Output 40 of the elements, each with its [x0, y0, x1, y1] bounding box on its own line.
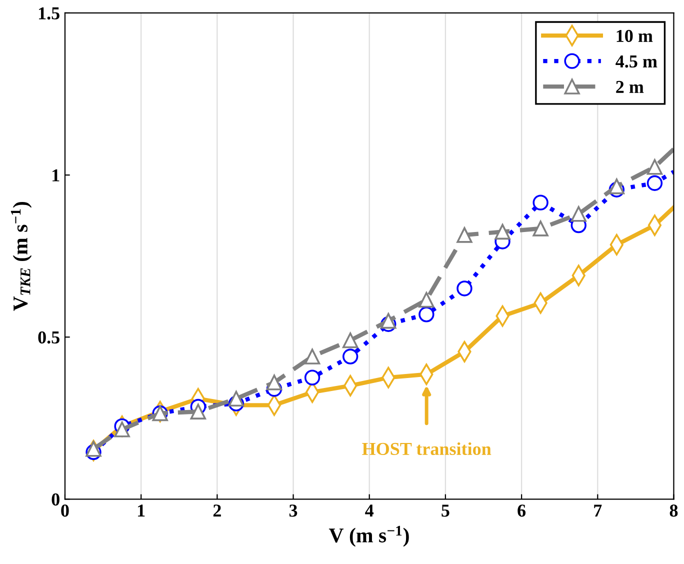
legend-label: 2 m	[616, 80, 644, 93]
point	[646, 159, 663, 175]
point	[418, 292, 434, 308]
x-tick-label: 7	[594, 504, 602, 517]
point	[86, 441, 102, 457]
point	[114, 422, 130, 438]
y-tick-label: 1.5	[38, 7, 60, 20]
x-tick-label: 8	[670, 504, 678, 517]
point	[456, 280, 472, 296]
point	[266, 374, 282, 390]
point	[380, 313, 396, 329]
point	[190, 404, 206, 420]
y-tick-label: 1	[52, 169, 60, 182]
point	[532, 194, 548, 210]
annotation: HOST transition	[362, 442, 492, 456]
y-axis-title: V$_{TKE}$ (m s$^{−1}$)	[10, 202, 32, 311]
point	[418, 306, 434, 322]
point	[342, 348, 358, 364]
x-axis-title: V (m s$^{−1}$)	[328, 526, 409, 547]
y-tick-label: 0	[52, 493, 60, 506]
x-tick-label: 0	[61, 504, 69, 517]
point	[494, 224, 510, 240]
x-tick-label: 6	[518, 504, 526, 517]
point	[304, 348, 320, 364]
y-tick-label: 0.5	[38, 331, 60, 344]
point	[532, 220, 548, 236]
x-tick-label: 2	[213, 504, 221, 517]
legend-label: 4.5 m	[616, 55, 658, 68]
x-tick-label: 3	[289, 504, 298, 517]
point	[646, 175, 663, 191]
point	[342, 332, 358, 348]
x-tick-label: 1	[138, 504, 145, 517]
point	[304, 370, 320, 386]
point	[456, 227, 472, 243]
x-tick-label: 5	[442, 504, 450, 517]
point	[570, 206, 586, 222]
point	[228, 390, 244, 407]
x-tick-label: 4	[365, 504, 374, 517]
legend-label: 10 m	[616, 30, 653, 42]
point	[608, 178, 625, 194]
